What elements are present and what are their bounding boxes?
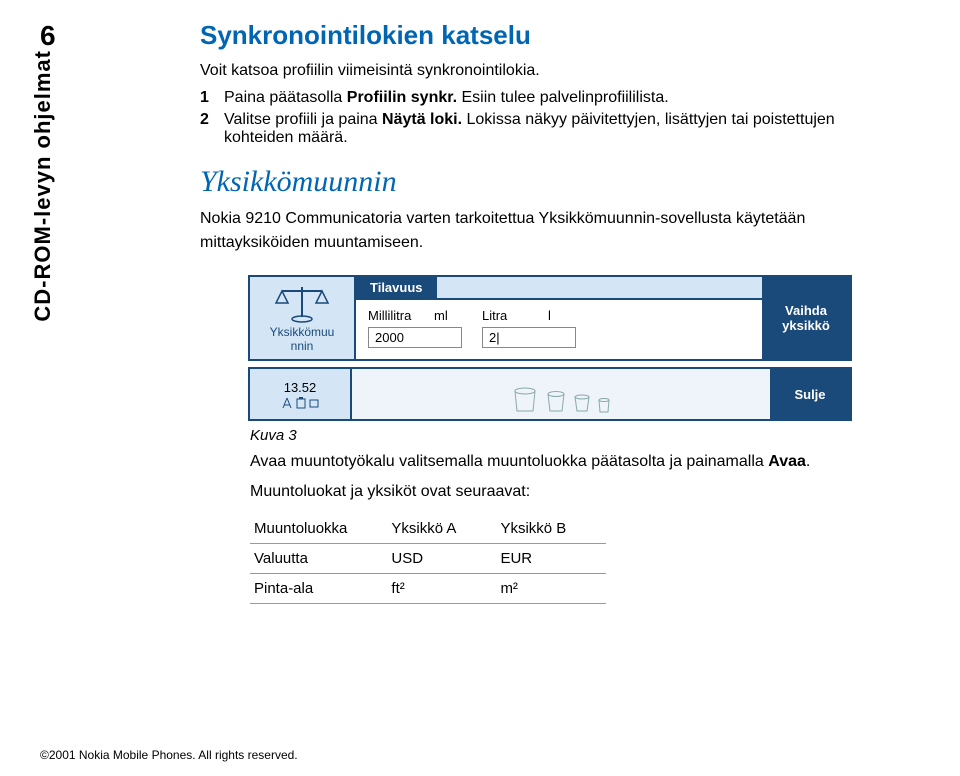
- step-bold: Profiilin synkr.: [347, 89, 457, 106]
- status-left: 13.52: [250, 369, 352, 419]
- step-pre: Paina päätasolla: [224, 89, 347, 106]
- step-text: Paina päätasolla Profiilin synkr. Esiin …: [224, 89, 900, 107]
- unit-b-symbol: l: [548, 308, 572, 323]
- open-pre: Avaa muuntotyökalu valitsemalla muuntolu…: [250, 453, 768, 470]
- th-unit-a: Yksikkö A: [387, 514, 496, 544]
- heading-sync: Synkronointilokien katselu: [200, 20, 900, 51]
- intro-converter: Nokia 9210 Communicatoria varten tarkoit…: [200, 207, 900, 255]
- step-num: 1: [200, 89, 224, 107]
- table-row: Pinta-ala ft² m²: [250, 574, 606, 604]
- table-row: Valuutta USD EUR: [250, 544, 606, 574]
- balance-icon: [272, 283, 332, 323]
- copyright: ©2001 Nokia Mobile Phones. All rights re…: [40, 748, 298, 762]
- cup-icon: [596, 397, 612, 415]
- page-number: 6: [40, 20, 56, 52]
- step-1: 1 Paina päätasolla Profiilin synkr. Esii…: [200, 89, 900, 107]
- step-text: Valitse profiili ja paina Näytä loki. Lo…: [224, 111, 900, 147]
- app-main: Tilavuus Millilitra ml 2000 Litra l 2|: [356, 277, 762, 359]
- td-category: Valuutta: [250, 544, 387, 574]
- td-unit-a: ft²: [387, 574, 496, 604]
- td-unit-b: EUR: [496, 544, 606, 574]
- signal-icon: [281, 397, 293, 409]
- open-post: .: [806, 453, 810, 470]
- table-header-row: Muuntoluokka Yksikkö A Yksikkö B: [250, 514, 606, 544]
- td-category: Pinta-ala: [250, 574, 387, 604]
- app-sidebar: Yksikkömuu nnin: [250, 277, 356, 359]
- step-2: 2 Valitse profiili ja paina Näytä loki. …: [200, 111, 900, 147]
- status-time: 13.52: [284, 380, 317, 395]
- step-num: 2: [200, 111, 224, 147]
- change-unit-button[interactable]: Vaihda yksikkö: [762, 277, 850, 359]
- status-icons: [281, 397, 319, 409]
- app-left-label: Yksikkömuu nnin: [270, 325, 335, 353]
- status-mid: [352, 369, 770, 419]
- tab-bar: Tilavuus: [356, 277, 762, 300]
- step-post: Esiin tulee palvelinprofiililista.: [457, 89, 669, 106]
- td-unit-b: m²: [496, 574, 606, 604]
- intro-sync: Voit katsoa profiilin viimeisintä synkro…: [200, 59, 900, 83]
- figure-caption: Kuva 3: [250, 427, 900, 444]
- battery-icon: [296, 397, 306, 409]
- close-button[interactable]: Sulje: [770, 369, 850, 419]
- unit-a-symbol: ml: [434, 308, 458, 323]
- step-pre: Valitse profiili ja paina: [224, 111, 382, 128]
- heading-converter: Yksikkömuunnin: [200, 165, 900, 199]
- open-bold: Avaa: [768, 453, 806, 470]
- side-tab: CD-ROM-levyn ohjelmat: [30, 50, 56, 322]
- app-window: Yksikkömuu nnin Tilavuus Millilitra ml 2…: [248, 275, 852, 361]
- card-icon: [309, 397, 319, 409]
- unit-group-b: Litra l 2|: [482, 308, 576, 351]
- tab-rest: [437, 277, 762, 298]
- td-unit-a: USD: [387, 544, 496, 574]
- conversion-table: Muuntoluokka Yksikkö A Yksikkö B Valuutt…: [250, 514, 606, 604]
- unit-b-name: Litra: [482, 308, 542, 323]
- open-instruction: Avaa muuntotyökalu valitsemalla muuntolu…: [250, 450, 900, 474]
- cup-icon: [544, 389, 568, 415]
- unit-a-name: Millilitra: [368, 308, 428, 323]
- unit-a-value[interactable]: 2000: [368, 327, 462, 348]
- mid-body: Millilitra ml 2000 Litra l 2|: [356, 300, 762, 359]
- categories-intro: Muuntoluokat ja yksiköt ovat seuraavat:: [250, 480, 900, 504]
- th-category: Muuntoluokka: [250, 514, 387, 544]
- step-bold: Näytä loki.: [382, 111, 462, 128]
- cup-icon: [510, 385, 540, 415]
- unit-group-a: Millilitra ml 2000: [368, 308, 462, 351]
- unit-b-value[interactable]: 2|: [482, 327, 576, 348]
- content: Synkronointilokien katselu Voit katsoa p…: [200, 20, 900, 604]
- tab-volume[interactable]: Tilavuus: [356, 277, 437, 298]
- status-window: 13.52 Sulje: [248, 367, 852, 421]
- cup-icon: [572, 393, 592, 415]
- th-unit-b: Yksikkö B: [496, 514, 606, 544]
